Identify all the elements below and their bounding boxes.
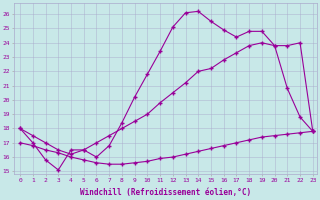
X-axis label: Windchill (Refroidissement éolien,°C): Windchill (Refroidissement éolien,°C): [80, 188, 251, 197]
